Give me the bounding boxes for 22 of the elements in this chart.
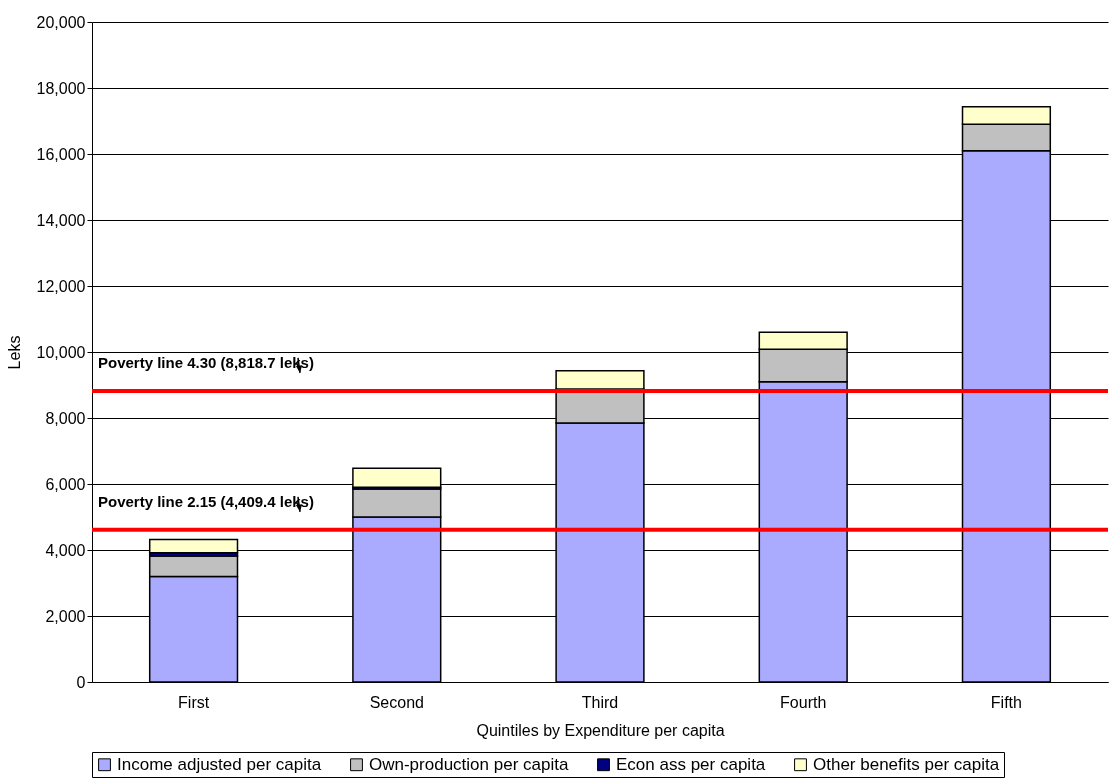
y-tick-label: 10,000 xyxy=(36,343,86,361)
y-tick-label: 16,000 xyxy=(36,145,86,163)
y-tick-label: 12,000 xyxy=(36,277,86,295)
y-tick-label: 4,000 xyxy=(45,541,86,559)
legend-label: Income adjusted per capita xyxy=(117,754,322,774)
y-tick-label: 14,000 xyxy=(36,211,86,229)
legend-label: Own-production per capita xyxy=(369,754,569,774)
x-tick-label: Second xyxy=(369,693,424,711)
y-tick-label: 18,000 xyxy=(36,79,86,97)
y-tick-label: 0 xyxy=(76,673,86,691)
x-tick-label: Fifth xyxy=(990,693,1022,711)
x-tick-label: First xyxy=(178,693,210,711)
legend-label: Econ ass per capita xyxy=(616,754,766,774)
y-axis-title: Leks xyxy=(5,335,23,370)
y-tick-label: 6,000 xyxy=(45,475,86,493)
x-axis-title: Quintiles by Expenditure per capita xyxy=(476,721,725,739)
x-tick-label: Third xyxy=(581,693,619,711)
y-tick-label: 8,000 xyxy=(45,409,86,427)
legend-label: Other benefits per capita xyxy=(813,754,1000,774)
y-tick-label: 2,000 xyxy=(45,607,86,625)
x-tick-label: Fourth xyxy=(780,693,827,711)
y-tick-label: 20,000 xyxy=(36,13,86,31)
